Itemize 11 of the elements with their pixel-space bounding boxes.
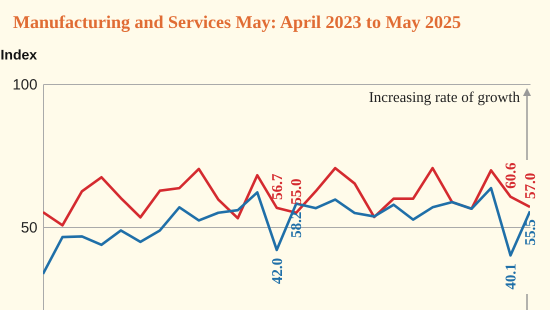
data-label: 60.6 bbox=[504, 162, 520, 189]
y-tick-label: 100 bbox=[12, 76, 38, 94]
data-label: 56.7 bbox=[270, 173, 286, 200]
data-label: 42.0 bbox=[270, 258, 286, 284]
data-label: 57.0 bbox=[523, 172, 539, 200]
data-label: 40.1 bbox=[504, 263, 520, 290]
y-axis-title: Index bbox=[0, 46, 38, 62]
chart-title: Manufacturing and Services May: April 2023 to May 2025 bbox=[13, 12, 461, 33]
annotation: Increasing rate of growth bbox=[368, 90, 520, 107]
data-label: 55.0 bbox=[289, 178, 306, 205]
y-tick-label: 50 bbox=[20, 220, 38, 237]
